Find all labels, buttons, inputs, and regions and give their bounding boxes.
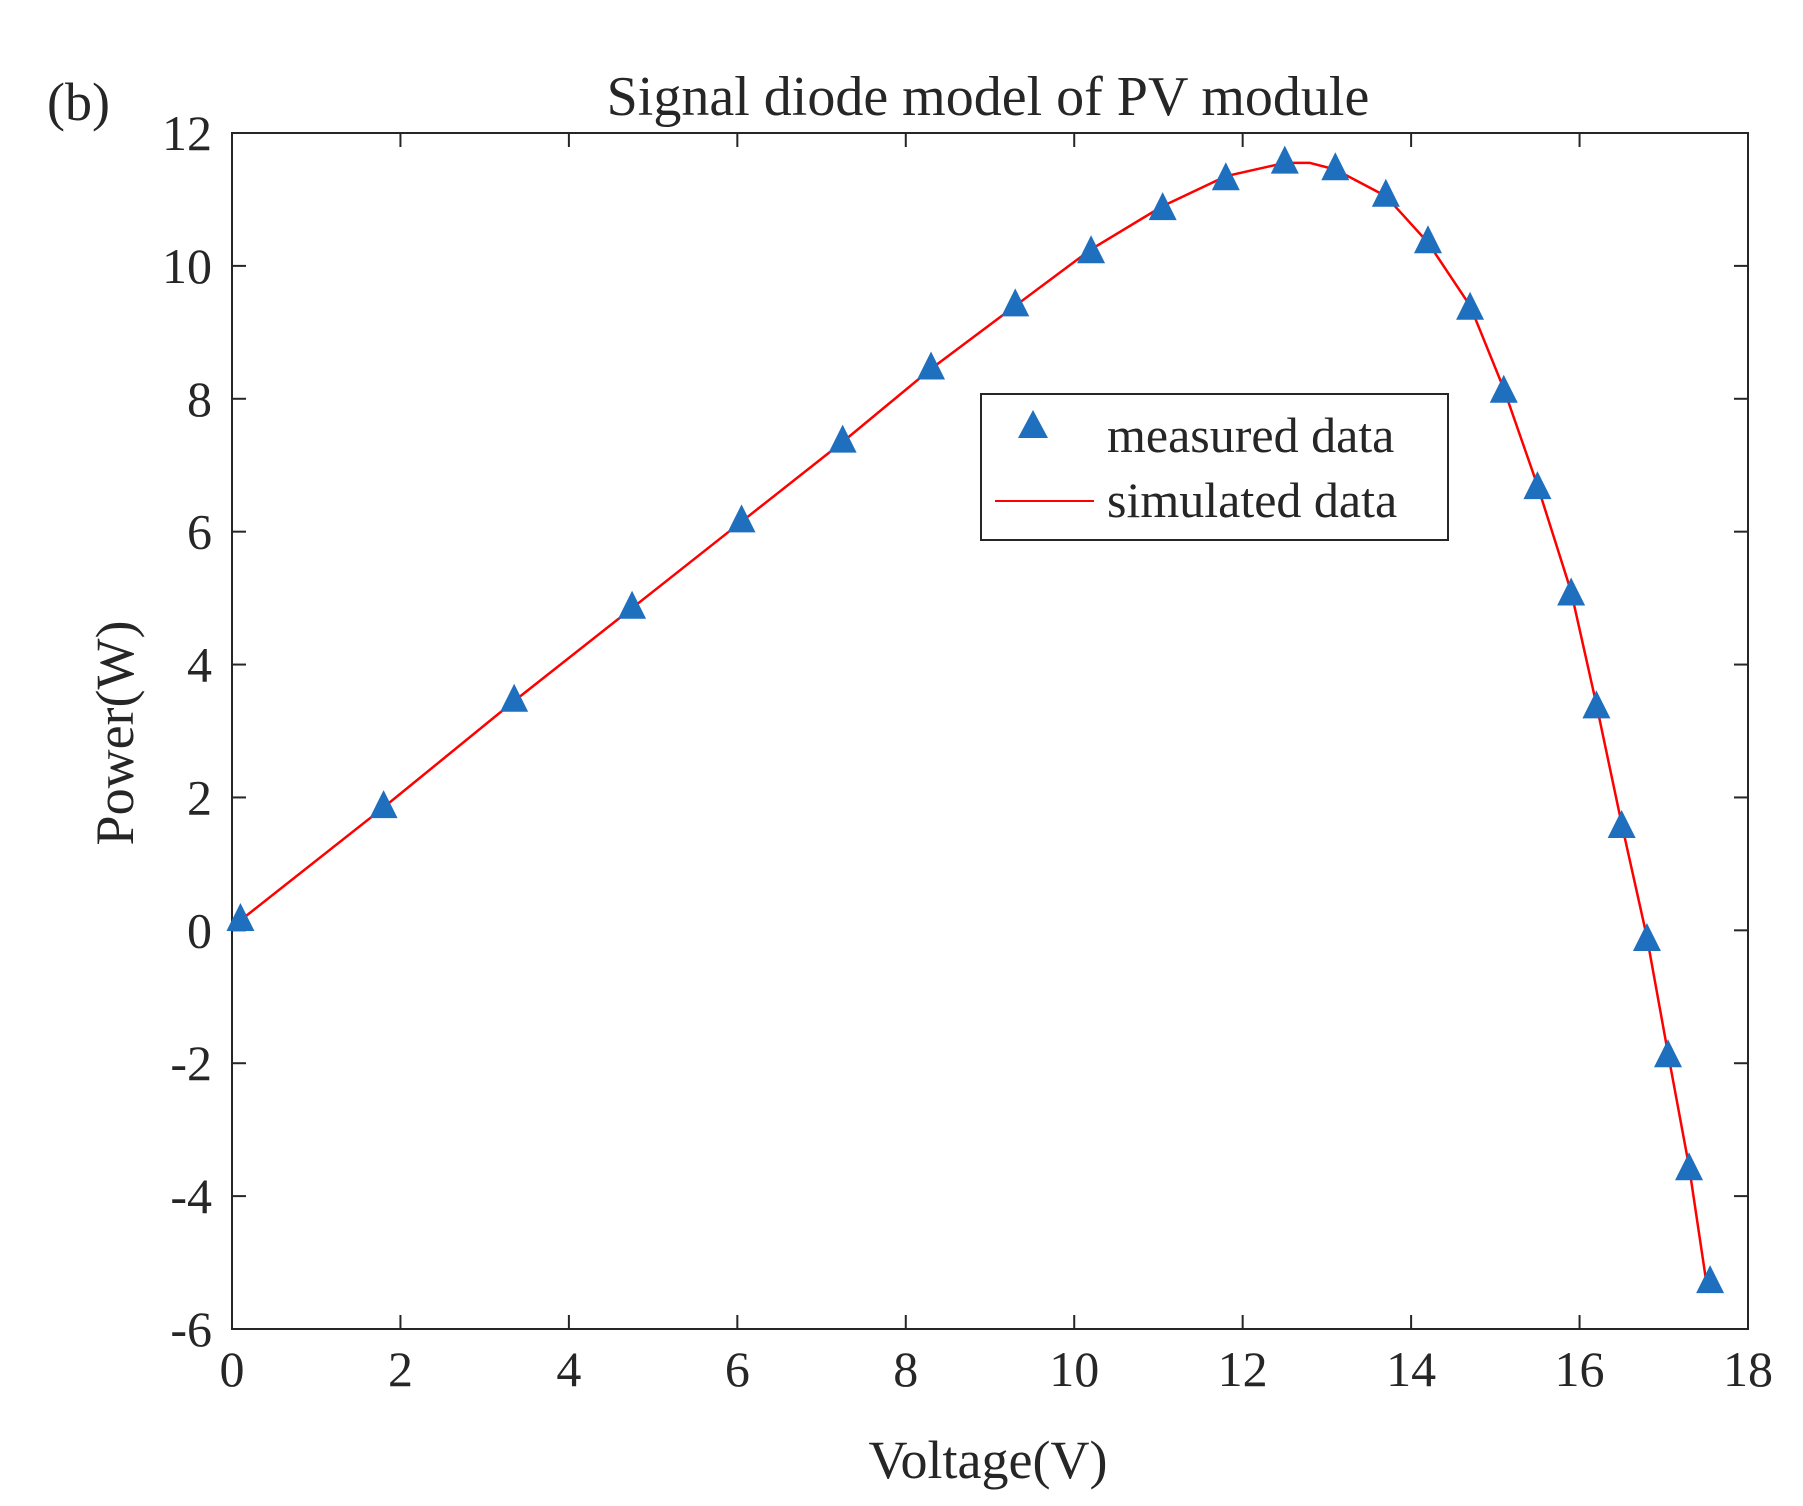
simulated-data-line <box>239 161 1708 1280</box>
y-axis-label: Power(W) <box>85 621 145 846</box>
measured-data-point <box>1148 192 1177 221</box>
measured-data-point <box>618 590 647 619</box>
legend-measured-marker <box>1018 410 1048 438</box>
chart-title: Signal diode model of PV module <box>607 66 1370 128</box>
y-tick-label: 4 <box>187 637 212 693</box>
measured-data-point <box>1696 1265 1725 1294</box>
x-tick-label: 14 <box>1386 1341 1436 1397</box>
measured-data-point <box>1557 577 1586 606</box>
y-tick-label: 12 <box>162 105 212 161</box>
measured-data-point <box>1456 291 1485 320</box>
plot-layer: 0 2 4 6 8 10 12 14 16 18 -6 -4 -2 0 2 4 6 8 10 12 <box>162 105 1773 1397</box>
measured-data-point <box>226 903 255 932</box>
y-tick-label: 8 <box>187 371 212 427</box>
x-tick-label: 4 <box>556 1341 581 1397</box>
measured-data-point <box>1371 178 1400 207</box>
y-tick-label: 2 <box>187 769 212 825</box>
measured-data-point <box>1211 162 1240 191</box>
y-tick-label: -6 <box>170 1301 212 1357</box>
measured-data-point <box>1675 1152 1704 1181</box>
y-tick-label: -4 <box>170 1168 212 1224</box>
y-tick-label: -2 <box>170 1035 212 1091</box>
plot-frame <box>231 132 1749 1330</box>
measured-data-point <box>1321 152 1350 181</box>
x-tick-label: 6 <box>725 1341 750 1397</box>
x-tick-label: 0 <box>220 1341 245 1397</box>
measured-data-point <box>917 351 946 380</box>
measured-data-point <box>727 504 756 533</box>
measured-data-point <box>1270 145 1299 174</box>
measured-data-point <box>500 683 529 712</box>
legend-box <box>980 393 1449 541</box>
measured-data-point <box>1523 471 1552 500</box>
y-tick-label: 6 <box>187 504 212 560</box>
x-tick-label: 18 <box>1723 1341 1773 1397</box>
legend-measured-label: measured data <box>1107 407 1394 463</box>
x-tick-label: 12 <box>1218 1341 1268 1397</box>
y-tick-label: 0 <box>187 902 212 958</box>
legend-simulated-label: simulated data <box>1107 472 1397 528</box>
measured-data-point <box>828 424 857 453</box>
measured-data-point <box>1582 690 1611 719</box>
x-axis-label: Voltage(V) <box>869 1430 1108 1490</box>
y-tick-label: 10 <box>162 238 212 294</box>
measured-data-point <box>1077 235 1106 264</box>
measured-data-point <box>1413 225 1442 254</box>
legend: measured data simulated data <box>980 393 1449 541</box>
measured-data-point <box>1607 810 1636 839</box>
measured-data-point <box>1001 288 1030 317</box>
measured-data-point <box>1632 922 1661 951</box>
x-tick-label: 10 <box>1049 1341 1099 1397</box>
panel-label: (b) <box>47 72 110 132</box>
measured-data-point <box>1653 1039 1682 1068</box>
measured-data-point <box>1489 374 1518 403</box>
x-tick-label: 8 <box>893 1341 918 1397</box>
x-tick-label: 16 <box>1555 1341 1605 1397</box>
measured-data-point <box>369 790 398 819</box>
x-tick-label: 2 <box>388 1341 413 1397</box>
